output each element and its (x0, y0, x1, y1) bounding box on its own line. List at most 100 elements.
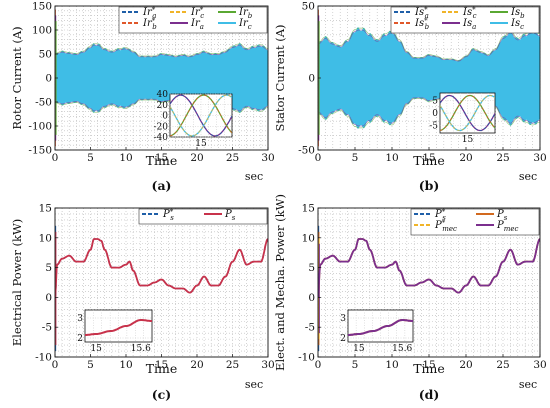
x-tick-label: 0 (52, 152, 59, 164)
inset-series (170, 94, 232, 137)
current-edge-a (318, 29, 540, 62)
y-tick-label: -5 (305, 322, 315, 334)
inset-x-tick-label: 15.6 (131, 344, 151, 354)
legend-box (390, 6, 540, 34)
inset-y-tick-label: 5 (432, 97, 438, 107)
inset-x-tick-label: 15.6 (392, 344, 412, 354)
legend-label: Irb (238, 7, 253, 20)
x-tick-label: 15 (155, 359, 168, 371)
legend-label: P* s (162, 208, 174, 222)
data-series (55, 225, 268, 352)
legend-label: Is* c (462, 6, 477, 20)
inset-series-P_s (85, 319, 152, 336)
panel-caption: (a) (152, 178, 172, 193)
current-edge-a (55, 98, 268, 112)
y-tick-label: 50 (39, 49, 52, 61)
inset-Ir_a-ref (170, 94, 232, 137)
y-tick-label: 0 (45, 73, 52, 85)
inset-y-tick-label: 0 (162, 112, 168, 122)
inset-series (85, 319, 152, 336)
x-tick-label: 25 (226, 359, 239, 371)
y-tick-label: -50 (35, 97, 52, 109)
legend-label: Ir* a (142, 6, 156, 20)
inset-x-tick-label: 15 (195, 139, 207, 149)
legend-label: Is* b (414, 17, 430, 31)
y-tick-label: -10 (298, 352, 315, 364)
x-tick-label: 30 (533, 359, 546, 371)
x-tick-label: 15 (422, 359, 435, 371)
inset-Is_a-ref (440, 95, 495, 131)
x-tick-label: 10 (385, 359, 398, 371)
x-tick-label: 20 (190, 152, 203, 164)
y-tick-label: 0 (45, 292, 52, 304)
panel-d: 0 5 10 15 20 25 30 -10 -5 0 5 10 15 Elect. and Mecha.… (273, 194, 547, 402)
legend-box (410, 208, 540, 236)
inset-Is_c-ref (440, 95, 495, 131)
x-axis-unit: sec (245, 170, 263, 183)
y-axis-label: Elect. and Mecha. Power (kW) (273, 194, 287, 371)
inset-y-tick-label: -5 (429, 122, 438, 132)
y-tick-label: 10 (302, 232, 315, 244)
legend-label: P* mec (434, 219, 457, 233)
x-tick-label: 0 (52, 359, 59, 371)
x-tick-label: 25 (226, 152, 239, 164)
legend-label: Isc (510, 18, 524, 31)
inset-y-tick-label: 2 (340, 334, 346, 344)
x-tick-label: 20 (190, 359, 203, 371)
legend-label: Ps (224, 209, 236, 222)
inset-Ir_c-ref (170, 94, 232, 137)
data-series (318, 225, 540, 352)
panel-caption: (b) (419, 178, 440, 193)
inset-y-tick-label: 3 (77, 314, 83, 324)
y-tick-label: 5 (308, 262, 315, 274)
panel-caption: (d) (419, 387, 440, 402)
inset-y-tick-label: -20 (154, 122, 169, 132)
x-axis-unit: sec (245, 378, 263, 391)
y-tick-label: -50 (298, 145, 315, 157)
inset-Ir_b-ref (170, 94, 232, 137)
inset: 3 2 15 15.6 (77, 309, 153, 354)
x-tick-label: 20 (459, 359, 472, 371)
y-tick-label: 15 (302, 203, 315, 215)
inset-y-tick-label: -40 (154, 133, 169, 143)
y-axis-label: Electrical Power (kW) (10, 219, 24, 347)
y-tick-label: 5 (45, 262, 52, 274)
legend: P* s Ps (138, 208, 268, 225)
current-edge-a (318, 94, 540, 127)
series-P_mec (318, 238, 540, 298)
y-axis-label: Rotor Current (A) (10, 26, 24, 129)
x-tick-label: 30 (533, 152, 546, 164)
inset-x-tick-label: 15 (353, 344, 365, 354)
legend-label: Ir* b (142, 17, 157, 31)
panel-caption: (c) (152, 387, 171, 402)
legend: Is* a Is* c Isb Is* b Isa Isc (390, 6, 540, 34)
inset-y-tick-label: 2 (77, 334, 83, 344)
legend: P* s Ps P* mec Pmec (410, 208, 540, 236)
x-tick-label: 30 (261, 359, 274, 371)
inset-series-P_mec (348, 319, 413, 336)
y-tick-label: 15 (39, 203, 52, 215)
legend-label: Ira (190, 18, 204, 31)
y-tick-label: -5 (42, 322, 52, 334)
current-edge-a (55, 44, 268, 58)
x-axis-label: Time (413, 361, 445, 376)
x-axis-label: Time (413, 153, 445, 168)
inset-series (348, 319, 413, 336)
y-tick-label: 0 (308, 73, 315, 85)
x-tick-label: 0 (315, 359, 322, 371)
panel-c: 0 5 10 15 20 25 30 -10 -5 0 5 10 15 Electrical Power … (10, 203, 275, 403)
x-tick-label: 10 (385, 152, 398, 164)
y-tick-label: -10 (35, 352, 52, 364)
current-edge-b (318, 95, 540, 129)
legend-box (118, 6, 268, 34)
inset-x-tick-label: 15 (90, 344, 102, 354)
x-tick-label: 10 (119, 152, 132, 164)
x-tick-label: 30 (261, 152, 274, 164)
inset-x-tick-label: 15 (462, 135, 474, 145)
legend: Ir* a Ir* c Irb Ir* b Ira Irc (118, 6, 268, 34)
x-tick-label: 15 (155, 152, 168, 164)
legend-label: Isb (510, 7, 525, 20)
